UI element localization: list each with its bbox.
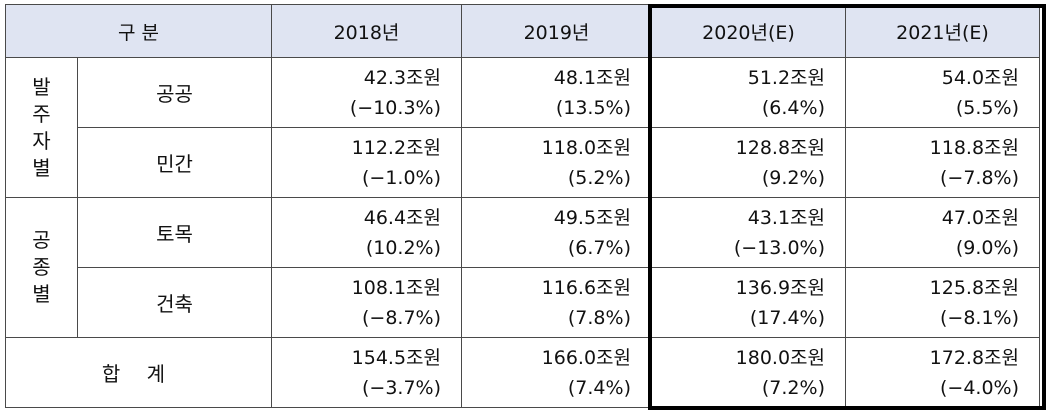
table-row: 민간 112.2조원 (−1.0%) 118.0조원 (5.2%) 128.8조… — [6, 127, 1040, 198]
cell-amount: 43.1조원 — [747, 206, 825, 229]
cell-change: (7.2%) — [761, 376, 825, 399]
table-cell: 48.1조원 (13.5%) — [461, 57, 652, 128]
table-cell: 47.0조원 (9.0%) — [845, 197, 1040, 268]
cell-amount: 48.1조원 — [553, 66, 631, 89]
cell-amount: 46.4조원 — [363, 206, 441, 229]
table-cell: 180.0조원 (7.2%) — [651, 337, 846, 408]
cell-change: (6.7%) — [567, 236, 631, 259]
table-cell: 46.4조원 (10.2%) — [271, 197, 462, 268]
header-year-2020: 2020년(E) — [651, 4, 846, 58]
cell-change: (9.0%) — [955, 236, 1019, 259]
total-row: 합 계 154.5조원 (−3.7%) 166.0조원 (7.4%) 180.0… — [5, 337, 1040, 408]
cell-amount: 49.5조원 — [553, 206, 631, 229]
cell-change: (13.5%) — [555, 96, 631, 119]
table-cell: 51.2조원 (6.4%) — [651, 57, 846, 128]
construction-orders-table-frame: 구 분 2018년 2019년 2020년(E) 2021년(E) 발 주 자 … — [5, 4, 1046, 410]
cell-amount: 112.2조원 — [351, 136, 441, 159]
cell-amount: 47.0조원 — [941, 206, 1019, 229]
cell-amount: 172.8조원 — [929, 346, 1019, 369]
table-cell: 49.5조원 (6.7%) — [461, 197, 652, 268]
header-category: 구 분 — [5, 4, 272, 58]
cell-change: (6.4%) — [761, 96, 825, 119]
cell-amount: 125.8조원 — [929, 276, 1019, 299]
header-year-2019: 2019년 — [461, 4, 652, 58]
cell-change: (7.4%) — [567, 376, 631, 399]
cell-change: (−1.0%) — [361, 166, 441, 189]
cell-change: (−8.7%) — [361, 306, 441, 329]
cell-amount: 154.5조원 — [351, 346, 441, 369]
cell-change: (−7.8%) — [939, 166, 1019, 189]
header-year-2018: 2018년 — [271, 4, 462, 58]
header-year-2021: 2021년(E) — [845, 4, 1040, 58]
cell-change: (−10.3%) — [349, 96, 441, 119]
cell-amount: 108.1조원 — [351, 276, 441, 299]
cell-amount: 166.0조원 — [541, 346, 631, 369]
table-cell: 136.9조원 (17.4%) — [651, 267, 846, 338]
group-label-by-orderer: 발 주 자 별 — [5, 57, 78, 198]
table-cell: 172.8조원 (−4.0%) — [845, 337, 1040, 408]
row-label-public: 공공 — [77, 57, 272, 128]
cell-change: (10.2%) — [365, 236, 441, 259]
table-row: 발 주 자 별 공공 42.3조원 (−10.3%) 48.1조원 (13.5%… — [5, 57, 1040, 198]
row-label-private: 민간 — [77, 127, 272, 198]
cell-amount: 180.0조원 — [735, 346, 825, 369]
table-row: 공 종 별 토목 46.4조원 (10.2%) 49.5조원 (6.7%) 43… — [5, 197, 1040, 338]
table-cell: 43.1조원 (−13.0%) — [651, 197, 846, 268]
cell-amount: 128.8조원 — [735, 136, 825, 159]
cell-change: (5.5%) — [955, 96, 1019, 119]
cell-change: (−4.0%) — [939, 376, 1019, 399]
table-cell: 125.8조원 (−8.1%) — [845, 267, 1040, 338]
table-cell: 116.6조원 (7.8%) — [461, 267, 652, 338]
row-label-building: 건축 — [77, 267, 272, 338]
table-cell: 118.0조원 (5.2%) — [461, 127, 652, 198]
cell-amount: 42.3조원 — [363, 66, 441, 89]
table-cell: 54.0조원 (5.5%) — [845, 57, 1040, 128]
table-cell: 118.8조원 (−7.8%) — [845, 127, 1040, 198]
cell-change: (−8.1%) — [939, 306, 1019, 329]
cell-change: (17.4%) — [749, 306, 825, 329]
cell-change: (−13.0%) — [733, 236, 825, 259]
total-label: 합 계 — [5, 337, 272, 408]
table-row: 건축 108.1조원 (−8.7%) 116.6조원 (7.8%) 136.9조… — [6, 267, 1040, 338]
cell-amount: 54.0조원 — [941, 66, 1019, 89]
cell-amount: 118.0조원 — [541, 136, 631, 159]
cell-change: (7.8%) — [567, 306, 631, 329]
cell-amount: 51.2조원 — [747, 66, 825, 89]
table-cell: 108.1조원 (−8.7%) — [271, 267, 462, 338]
cell-amount: 136.9조원 — [735, 276, 825, 299]
cell-amount: 118.8조원 — [929, 136, 1019, 159]
table-cell: 128.8조원 (9.2%) — [651, 127, 846, 198]
group-label-by-work-type: 공 종 별 — [5, 197, 78, 338]
table-cell: 154.5조원 (−3.7%) — [271, 337, 462, 408]
row-label-civil: 토목 — [77, 197, 272, 268]
cell-change: (5.2%) — [567, 166, 631, 189]
table-cell: 112.2조원 (−1.0%) — [271, 127, 462, 198]
table-cell: 42.3조원 (−10.3%) — [271, 57, 462, 128]
cell-change: (9.2%) — [761, 166, 825, 189]
cell-amount: 116.6조원 — [541, 276, 631, 299]
construction-orders-table: 구 분 2018년 2019년 2020년(E) 2021년(E) 발 주 자 … — [5, 4, 1040, 408]
table-cell: 166.0조원 (7.4%) — [461, 337, 652, 408]
header-row: 구 분 2018년 2019년 2020년(E) 2021년(E) — [5, 4, 1040, 58]
cell-change: (−3.7%) — [361, 376, 441, 399]
